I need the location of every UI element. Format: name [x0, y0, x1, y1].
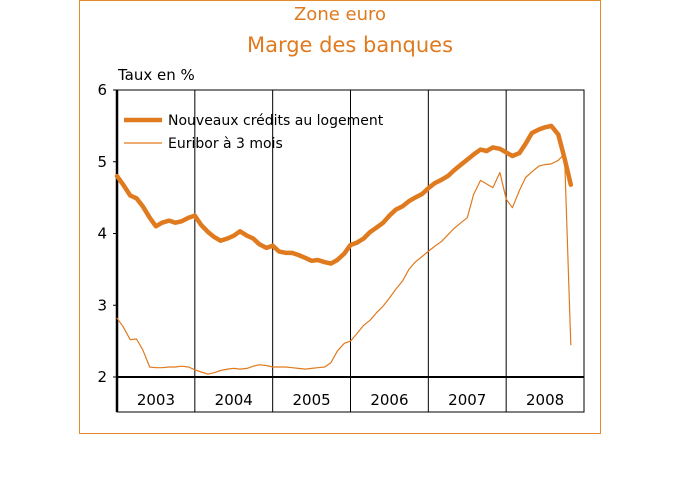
x-tick-label: 2003: [137, 391, 175, 409]
y-tick-label: 5: [97, 153, 107, 171]
x-tick-labels: 2003 2004 2005 2006 2007 2008: [137, 391, 564, 409]
x-tick-label: 2008: [526, 391, 564, 409]
legend-label-mortgage: Nouveaux crédits au logement: [168, 113, 384, 129]
chart-subtitle: Marge des banques: [247, 33, 453, 57]
y-axis-label: Taux en %: [117, 66, 195, 84]
axes: [115, 89, 585, 413]
y-tick-labels: 2 3 4 5 6: [97, 81, 117, 386]
legend: Nouveaux crédits au logement Euribor à 3…: [124, 113, 384, 152]
x-tick-label: 2004: [215, 391, 253, 409]
series-layer: [114, 123, 574, 375]
x-tick-label: 2007: [448, 391, 486, 409]
y-tick-label: 3: [97, 296, 107, 314]
chart-frame: [79, 0, 601, 434]
y-tick-label: 4: [97, 225, 107, 243]
chart-title: Zone euro: [294, 4, 386, 25]
series-line-mortgage: [114, 123, 574, 266]
legend-label-euribor: Euribor à 3 mois: [168, 136, 283, 152]
series-line-euribor: [116, 153, 572, 375]
y-tick-label: 2: [97, 368, 107, 386]
x-tick-label: 2006: [370, 391, 408, 409]
y-tick-label: 6: [97, 81, 107, 99]
x-tick-label: 2005: [292, 391, 330, 409]
